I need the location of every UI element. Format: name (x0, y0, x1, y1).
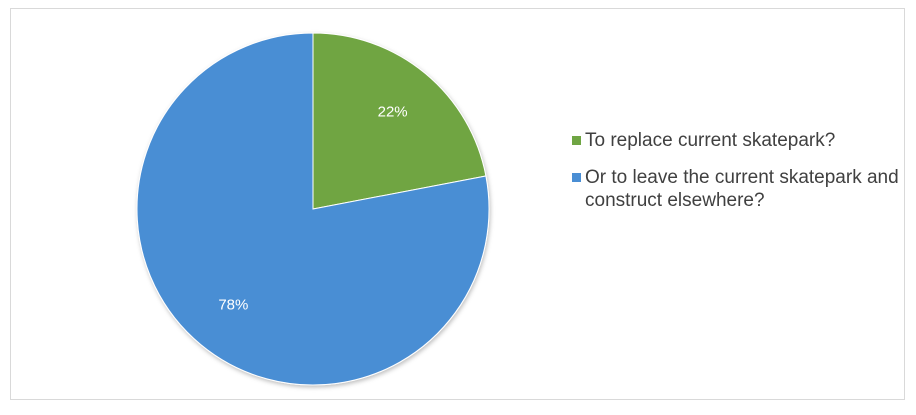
chart-area: 22% 78% To replace current skatepark? Or … (10, 8, 905, 400)
data-label-replace: 22% (378, 104, 408, 121)
legend-swatch-leave (572, 173, 581, 182)
legend-item-leave: Or to leave the current skatepark and co… (572, 166, 902, 212)
data-label-leave: 78% (218, 296, 248, 313)
pie-slice-replace (312, 32, 487, 210)
pie-slice-leave (136, 32, 490, 386)
pie-chart: 22% 78% (136, 32, 490, 386)
legend: To replace current skatepark? Or to leav… (572, 129, 902, 226)
legend-item-replace: To replace current skatepark? (572, 129, 902, 152)
legend-swatch-replace (572, 136, 581, 145)
legend-label-leave: Or to leave the current skatepark and co… (585, 167, 899, 211)
legend-label-replace: To replace current skatepark? (585, 130, 836, 151)
